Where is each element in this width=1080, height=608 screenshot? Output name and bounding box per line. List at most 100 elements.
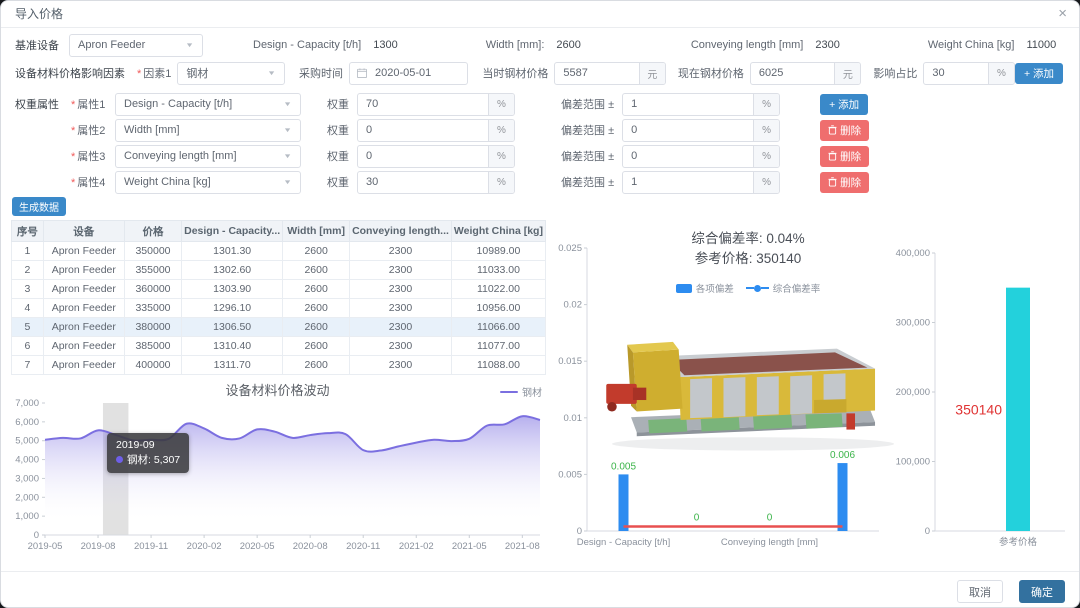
deviation-chart-title: 综合偏差率: 0.04% 参考价格: 350140 bbox=[613, 229, 883, 269]
svg-text:200,000: 200,000 bbox=[896, 387, 930, 398]
apron-feeder-3d-image bbox=[606, 341, 895, 451]
purchase-time-input[interactable] bbox=[348, 61, 469, 85]
delete-attribute-button[interactable]: 删除 bbox=[820, 145, 870, 167]
svg-text:5,000: 5,000 bbox=[15, 436, 39, 447]
line-chart-plot[interactable]: 0 1,000 2,000 3,000 4,000 5,000 6,000 7,000 2019… bbox=[5, 377, 550, 568]
chevron-down-icon: ▼ bbox=[283, 178, 292, 186]
svg-text:0: 0 bbox=[767, 512, 773, 523]
attr2-select[interactable]: Width [mm] ▼ bbox=[115, 118, 301, 142]
attr1-label: * 属性1 bbox=[71, 99, 106, 111]
attr1-select[interactable]: Design - Capacity [t/h] ▼ bbox=[115, 92, 301, 116]
trash-icon bbox=[828, 177, 837, 187]
table-row[interactable]: 4 Apron Feeder 335000 1296.10 2600 2300 10956.… bbox=[11, 298, 547, 318]
table-row[interactable]: 3 Apron Feeder 360000 1303.90 2600 2300 11022.… bbox=[11, 279, 547, 299]
unit-yuan: 元 bbox=[834, 62, 861, 84]
svg-text:0.005: 0.005 bbox=[558, 469, 582, 480]
svg-text:Design - Capacity [t/h]: Design - Capacity [t/h] bbox=[577, 537, 670, 548]
weight-row-4: *属性4 Weight China [kg]▼ 权重 % 偏差范围 ± % 删除 bbox=[1, 169, 1079, 195]
svg-text:2020-05: 2020-05 bbox=[240, 541, 275, 552]
svg-text:3,000: 3,000 bbox=[15, 473, 39, 484]
deviation-chart-legend[interactable]: 各项偏差 综合偏差率 bbox=[613, 281, 883, 295]
table-row[interactable]: 7 Apron Feeder 400000 1311.70 2600 2300 11088.… bbox=[11, 355, 547, 375]
trash-icon bbox=[828, 151, 837, 161]
deviation1-label: 偏差范围 ± bbox=[561, 99, 615, 111]
confirm-button[interactable]: 确定 bbox=[1019, 580, 1065, 603]
material-price-line-chart[interactable]: 设备材料价格波动 钢材 0 1,000 2,000 3,000 4,000 5,000 6,… bbox=[5, 377, 550, 563]
deviation4-input[interactable]: % bbox=[622, 170, 781, 194]
chevron-down-icon: ▼ bbox=[267, 69, 276, 77]
chart-tooltip: 2019-09 钢材: 5,307 bbox=[107, 433, 190, 473]
chevron-down-icon: ▼ bbox=[283, 152, 292, 160]
svg-text:0.006: 0.006 bbox=[830, 450, 855, 461]
svg-text:0.01: 0.01 bbox=[564, 413, 583, 424]
deviation-chart-plot[interactable]: 0 0.005 0.01 0.015 0.02 0.025 0.005 0 0 0.006 Desi… bbox=[553, 223, 883, 559]
svg-text:350140: 350140 bbox=[955, 401, 1002, 417]
material-factor-row: 设备材料价格影响因素 *因素1 钢材 ▼ 采购时间 当时钢材价格 元 现在钢材价… bbox=[1, 60, 1079, 86]
deviation3-label: 偏差范围 ± bbox=[561, 151, 615, 163]
svg-text:2020-08: 2020-08 bbox=[293, 541, 328, 552]
delete-attribute-button[interactable]: 删除 bbox=[820, 171, 870, 193]
svg-text:0: 0 bbox=[577, 526, 582, 537]
svg-text:2021-08: 2021-08 bbox=[505, 541, 540, 552]
unit-yuan: 元 bbox=[638, 62, 665, 84]
price-chart-plot[interactable]: 0 100,000 200,000 300,000 400,000 350140 参考价格 bbox=[883, 223, 1079, 559]
chevron-down-icon: ▼ bbox=[283, 100, 292, 108]
new-steel-price-input[interactable]: 元 bbox=[749, 61, 862, 85]
deviation2-label: 偏差范围 ± bbox=[561, 125, 615, 137]
svg-text:0: 0 bbox=[925, 526, 930, 537]
weight-row-1: 权重属性 *属性1 Design - Capacity [t/h]▼ 权重 % … bbox=[1, 91, 1079, 117]
line-chart-title: 设备材料价格波动 bbox=[225, 383, 330, 398]
deviation4-label: 偏差范围 ± bbox=[561, 177, 615, 189]
svg-text:0.015: 0.015 bbox=[558, 356, 582, 367]
svg-text:0: 0 bbox=[34, 530, 39, 541]
table-row[interactable]: 2 Apron Feeder 355000 1302.60 2600 2300 11033.… bbox=[11, 260, 547, 280]
old-steel-price-label: 当时钢材价格 bbox=[482, 68, 549, 80]
legend-line-swatch bbox=[745, 284, 769, 292]
table-row[interactable]: 1 Apron Feeder 350000 1301.30 2600 2300 10989.… bbox=[11, 241, 547, 261]
deviation-chart[interactable]: 0 0.005 0.01 0.015 0.02 0.025 0.005 0 0 0.006 Desi… bbox=[553, 223, 895, 559]
deviation2-input[interactable]: % bbox=[622, 118, 781, 142]
modal-title: 导入价格 bbox=[15, 7, 64, 21]
delete-attribute-button[interactable]: 删除 bbox=[820, 119, 870, 141]
combined-deviation-rate: 综合偏差率: 0.04% bbox=[691, 231, 805, 246]
add-factor-button[interactable]: + 添加 bbox=[1014, 62, 1063, 84]
svg-text:4,000: 4,000 bbox=[15, 455, 39, 466]
base-equipment-select[interactable]: Apron Feeder ▼ bbox=[69, 33, 203, 57]
generate-data-button[interactable]: 生成数据 bbox=[12, 197, 66, 216]
spec-width: Width [mm]: 2600 bbox=[485, 39, 581, 51]
weight3-label: 权重 bbox=[327, 151, 349, 163]
series-dot-icon bbox=[116, 456, 123, 463]
reference-price-bar-chart[interactable]: 0 100,000 200,000 300,000 400,000 350140 参考价格 bbox=[883, 223, 1079, 559]
deviation3-input[interactable]: % bbox=[622, 144, 781, 168]
weight1-input[interactable]: % bbox=[357, 92, 515, 116]
deviation1-input[interactable]: % bbox=[622, 92, 781, 116]
tooltip-date: 2019-09 bbox=[116, 439, 155, 451]
svg-text:2019-11: 2019-11 bbox=[134, 541, 168, 552]
weight2-label: 权重 bbox=[327, 125, 349, 137]
old-steel-price-input[interactable]: 元 bbox=[554, 61, 666, 85]
table-row-selected[interactable]: 5 Apron Feeder 380000 1306.50 2600 2300 11066.… bbox=[11, 317, 547, 337]
legend-line-swatch bbox=[500, 390, 518, 393]
weight4-input[interactable]: % bbox=[357, 170, 515, 194]
reference-price-text: 参考价格: 350140 bbox=[694, 251, 802, 266]
cancel-button[interactable]: 取消 bbox=[957, 580, 1003, 603]
svg-text:2021-05: 2021-05 bbox=[452, 541, 487, 552]
attr3-label: * 属性3 bbox=[71, 151, 106, 163]
table-header-row: 序号 设备 价格 Design - Capacity... Width [mm] Conv… bbox=[11, 220, 547, 242]
attr3-select[interactable]: Conveying length [mm] ▼ bbox=[115, 144, 301, 168]
table-row[interactable]: 6 Apron Feeder 385000 1310.40 2600 2300 11077.… bbox=[11, 336, 547, 356]
weight2-input[interactable]: % bbox=[357, 118, 515, 142]
weight-section-label: 权重属性 bbox=[15, 99, 59, 111]
weight3-input[interactable]: % bbox=[357, 144, 515, 168]
factor1-select[interactable]: 钢材 ▼ bbox=[177, 61, 285, 85]
weight-row-3: *属性3 Conveying length [mm]▼ 权重 % 偏差范围 ± … bbox=[1, 143, 1079, 169]
attr4-select[interactable]: Weight China [kg] ▼ bbox=[115, 170, 301, 194]
add-attribute-button[interactable]: + 添加 bbox=[820, 93, 869, 115]
unit-percent: % bbox=[987, 62, 1014, 84]
line-chart-legend[interactable]: 钢材 bbox=[500, 384, 542, 399]
svg-text:0.005: 0.005 bbox=[611, 461, 636, 472]
influence-ratio-input[interactable]: % bbox=[923, 61, 1015, 85]
close-icon[interactable]: × bbox=[1058, 5, 1067, 22]
factor-section-label: 设备材料价格影响因素 bbox=[15, 68, 125, 80]
